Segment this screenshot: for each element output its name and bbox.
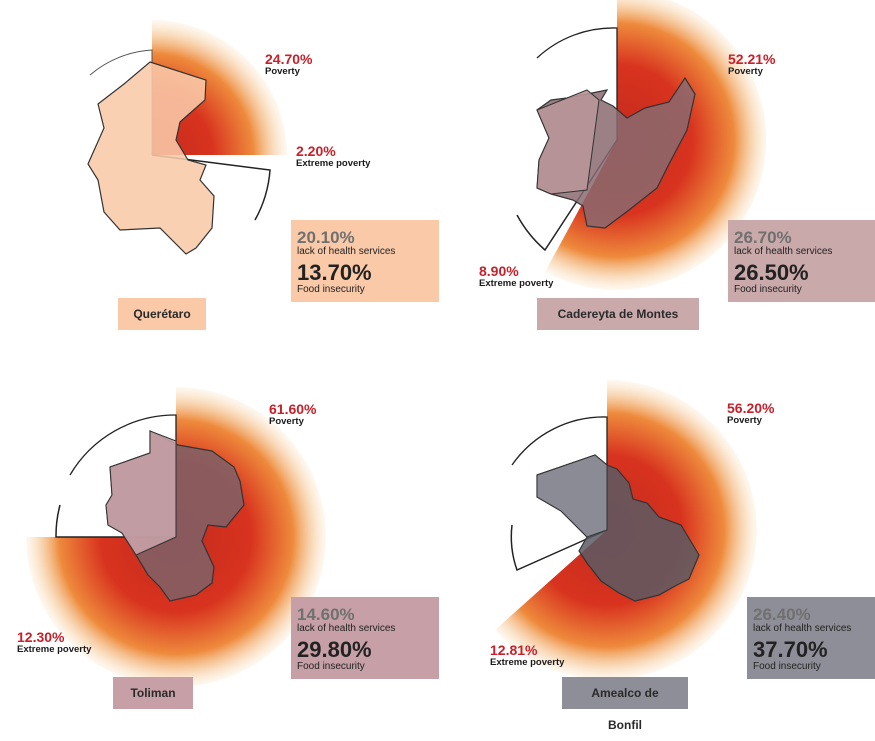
- extreme-poverty-label: Extreme poverty: [490, 657, 565, 668]
- quadrant-outline: [89, 49, 153, 155]
- stats-box: 14.60% lack of health services 29.80% Fo…: [291, 597, 439, 679]
- lack-health-value: 26.40%: [753, 605, 811, 624]
- map-cadereyta-west: [536, 89, 600, 195]
- poverty-label: Poverty: [728, 66, 763, 77]
- municipality-label: Cadereyta de Montes: [537, 298, 699, 330]
- poverty-label: Poverty: [265, 66, 300, 77]
- food-insecurity-label: Food insecurity: [297, 661, 365, 672]
- extreme-poverty-value: 12.81%: [490, 642, 538, 658]
- food-insecurity-label: Food insecurity: [753, 661, 821, 672]
- poverty-sector: [152, 20, 287, 155]
- radial-glow-queretaro: [87, 20, 287, 255]
- extreme-poverty-value: 2.20%: [296, 143, 336, 159]
- stats-box: 26.70% lack of health services 26.50% Fo…: [728, 220, 875, 302]
- municipality-label: Amealco de Bonfil: [562, 677, 688, 732]
- lack-health-label: lack of health services: [753, 623, 852, 634]
- panel-cadereyta: 52.21% Poverty 8.90% Extreme poverty 26.…: [437, 0, 875, 355]
- extreme-poverty-value: 8.90%: [479, 263, 519, 279]
- extreme-poverty-arc: [516, 139, 618, 252]
- food-insecurity-value: 29.80%: [297, 637, 372, 662]
- lack-health-label: lack of health services: [297, 623, 396, 634]
- extreme-poverty-label: Extreme poverty: [479, 278, 554, 289]
- poverty-value: 56.20%: [727, 400, 775, 416]
- lack-health-label: lack of health services: [297, 246, 396, 257]
- lack-health-value: 20.10%: [297, 228, 355, 247]
- radial-glow-toliman: [26, 387, 326, 687]
- map-amealco-west: [536, 454, 608, 538]
- food-insecurity-value: 37.70%: [753, 637, 828, 662]
- radial-glow-cadereyta: [516, 0, 767, 290]
- food-insecurity-value: 13.70%: [297, 260, 372, 285]
- extreme-poverty-arc: [151, 154, 271, 221]
- map-toliman-west: [105, 430, 177, 556]
- quadrant-outline: [511, 416, 608, 530]
- extreme-poverty-arc: [510, 524, 608, 572]
- stats-box: 26.40% lack of health services 37.70% Fo…: [747, 597, 875, 679]
- panel-toliman: 61.60% Poverty 12.30% Extreme poverty 14…: [0, 355, 439, 710]
- poverty-label: Poverty: [727, 415, 762, 426]
- food-insecurity-value: 26.50%: [734, 260, 809, 285]
- lack-health-value: 26.70%: [734, 228, 792, 247]
- radial-glow-amealco: [495, 380, 757, 680]
- panel-queretaro: 24.70% Poverty 2.20% Extreme poverty 20.…: [0, 0, 439, 355]
- poverty-label: Poverty: [269, 416, 304, 427]
- panel-amealco: 56.20% Poverty 12.81% Extreme poverty 26…: [437, 355, 875, 732]
- map-queretaro: [87, 61, 215, 255]
- poverty-value: 52.21%: [728, 51, 776, 67]
- food-insecurity-label: Food insecurity: [297, 284, 365, 295]
- extreme-poverty-arc: [55, 504, 176, 538]
- quadrant-outline: [536, 27, 618, 140]
- food-insecurity-label: Food insecurity: [734, 284, 802, 295]
- extreme-poverty-value: 12.30%: [17, 629, 65, 645]
- municipality-label: Querétaro: [118, 298, 206, 330]
- quadrant-outline: [69, 414, 177, 537]
- lack-health-label: lack of health services: [734, 246, 833, 257]
- poverty-value: 24.70%: [265, 51, 313, 67]
- poverty-value: 61.60%: [269, 401, 317, 417]
- stats-box: 20.10% lack of health services 13.70% Fo…: [291, 220, 439, 302]
- municipality-label: Toliman: [113, 677, 193, 709]
- extreme-poverty-label: Extreme poverty: [17, 644, 92, 655]
- lack-health-value: 14.60%: [297, 605, 355, 624]
- extreme-poverty-label: Extreme poverty: [296, 158, 371, 169]
